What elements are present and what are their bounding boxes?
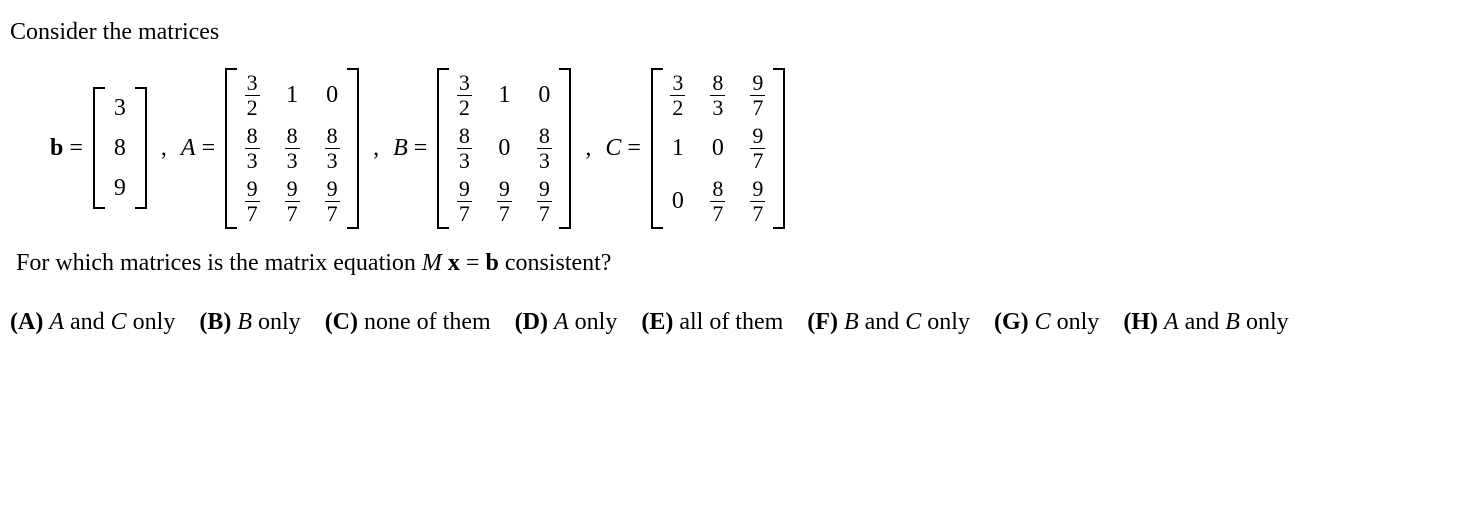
matrix-b-cell-0-0: 3 — [111, 91, 129, 125]
def-C: C = 328397109708797 — [605, 68, 785, 229]
intro-text: Consider the matrices — [10, 16, 1460, 50]
option-1-part-1: only — [252, 309, 301, 335]
option-0-label: (A) — [10, 309, 49, 335]
option-5-part-0: B — [844, 309, 859, 335]
question-line: For which matrices is the matrix equatio… — [16, 247, 1460, 281]
matrix-B-cell-1-2: 83 — [535, 125, 553, 172]
option-7-part-3: only — [1240, 309, 1289, 335]
option-5-part-2: C — [905, 309, 921, 335]
matrix-C-cell-0-1: 83 — [709, 72, 727, 119]
symbol-A: A = — [181, 135, 215, 162]
option-0-part-0: A — [49, 309, 64, 335]
option-7-part-2: B — [1225, 309, 1240, 335]
question-suffix: consistent? — [505, 250, 612, 276]
question-eq: = — [466, 250, 486, 276]
matrix-definitions: b = 389 , A = 3210838383979797 , — [50, 68, 1460, 229]
question-M: M — [422, 250, 442, 276]
option-7: (H) A and B only — [1123, 298, 1288, 346]
matrix-A: 32 10 83 83 83 97 97 97 — [225, 68, 359, 229]
option-0-part-2: C — [111, 309, 127, 335]
matrix-A-cell-1-0: 83 — [243, 125, 261, 172]
matrix-A-cell-2-2: 97 — [323, 178, 341, 225]
matrix-b-cell-1-0: 8 — [111, 131, 129, 165]
matrix-B-cell-0-0: 32 — [455, 72, 473, 119]
option-3: (D) A only — [515, 298, 618, 346]
question-prefix: For which matrices is the matrix equatio… — [16, 250, 422, 276]
matrix-C-cell-2-2: 97 — [749, 178, 767, 225]
matrix-C-cell-0-2: 97 — [749, 72, 767, 119]
option-6-part-0: C — [1035, 309, 1051, 335]
option-0-part-1: and — [64, 309, 111, 335]
matrix-B-cell-1-1: 0 — [495, 131, 513, 165]
option-3-part-1: only — [569, 309, 618, 335]
comma-2: , — [373, 135, 379, 162]
option-7-part-1: and — [1179, 309, 1226, 335]
option-4-part-0: all of them — [679, 309, 783, 335]
option-2-part-0: none of them — [364, 309, 491, 335]
matrix-C-cell-1-2: 97 — [749, 125, 767, 172]
def-A: A = 32 10 83 83 83 97 97 97 — [181, 68, 359, 229]
question-b: b — [485, 250, 498, 276]
matrix-B-cell-2-2: 97 — [535, 178, 553, 225]
symbol-C: C = — [605, 135, 641, 162]
matrix-b-cell-2-0: 9 — [111, 171, 129, 205]
matrix-B-cell-1-0: 83 — [455, 125, 473, 172]
symbol-B: B = — [393, 135, 427, 162]
matrix-b: 3 8 9 — [93, 87, 147, 209]
def-B: B = 321083083979797 — [393, 68, 571, 229]
matrix-A-cell-2-1: 97 — [283, 178, 301, 225]
option-7-label: (H) — [1123, 309, 1164, 335]
matrix-B-cell-2-1: 97 — [495, 178, 513, 225]
matrix-C-cell-2-0: 0 — [669, 184, 687, 218]
matrix-A-cell-0-0: 32 — [243, 72, 261, 119]
option-4: (E) all of them — [641, 298, 783, 346]
option-3-label: (D) — [515, 309, 554, 335]
matrix-C-cell-0-0: 32 — [669, 72, 687, 119]
symbol-b-text: b — [50, 135, 63, 161]
matrix-A-cell-1-1: 83 — [283, 125, 301, 172]
matrix-A-cell-2-0: 97 — [243, 178, 261, 225]
option-5-part-3: only — [921, 309, 970, 335]
comma-3: , — [585, 135, 591, 162]
matrix-C: 328397109708797 — [651, 68, 785, 229]
symbol-A-text: A — [181, 135, 196, 161]
question-x: x — [448, 250, 460, 276]
matrix-C-cell-2-1: 87 — [709, 178, 727, 225]
symbol-B-text: B — [393, 135, 408, 161]
option-0-part-3: only — [127, 309, 176, 335]
option-5-part-1: and — [859, 309, 906, 335]
options: (A) A and C only(B) B only(C) none of th… — [10, 298, 1460, 346]
option-7-part-0: A — [1164, 309, 1179, 335]
symbol-b: b = — [50, 135, 83, 162]
matrix-B-cell-0-1: 1 — [495, 78, 513, 112]
matrix-C-cell-1-1: 0 — [709, 131, 727, 165]
option-1: (B) B only — [199, 298, 300, 346]
matrix-A-cell-1-2: 83 — [323, 125, 341, 172]
page: Consider the matrices b = 3 8 9 , A = 32 1 — [0, 0, 1470, 366]
option-6: (G) C only — [994, 298, 1099, 346]
option-5: (F) B and C only — [807, 298, 970, 346]
option-2: (C) none of them — [325, 298, 491, 346]
matrix-B-cell-2-0: 97 — [455, 178, 473, 225]
option-6-part-1: only — [1051, 309, 1100, 335]
option-3-part-0: A — [554, 309, 569, 335]
option-2-label: (C) — [325, 309, 364, 335]
matrix-A-cell-0-1: 1 — [283, 78, 301, 112]
comma-1: , — [161, 135, 167, 162]
option-1-label: (B) — [199, 309, 237, 335]
symbol-C-text: C — [605, 135, 621, 161]
matrix-B: 321083083979797 — [437, 68, 571, 229]
option-1-part-0: B — [237, 309, 252, 335]
option-6-label: (G) — [994, 309, 1035, 335]
matrix-C-cell-1-0: 1 — [669, 131, 687, 165]
option-5-label: (F) — [807, 309, 844, 335]
option-0: (A) A and C only — [10, 298, 175, 346]
option-4-label: (E) — [641, 309, 679, 335]
matrix-A-cell-0-2: 0 — [323, 78, 341, 112]
def-b: b = 3 8 9 — [50, 87, 147, 209]
matrix-B-cell-0-2: 0 — [535, 78, 553, 112]
